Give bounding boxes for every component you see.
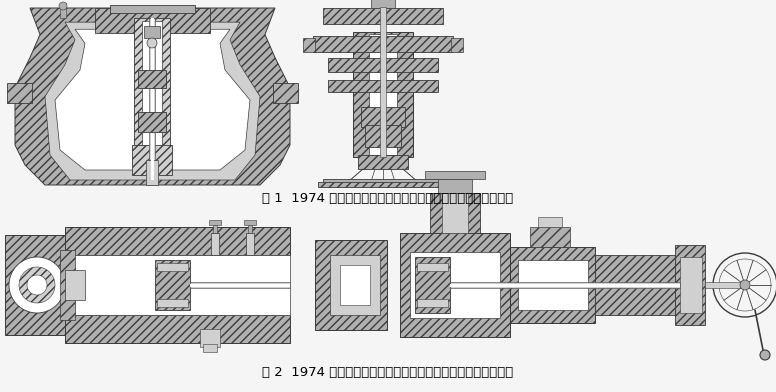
Bar	[190, 282, 290, 288]
Bar	[65, 227, 290, 255]
Bar	[518, 260, 588, 310]
Polygon shape	[45, 22, 260, 180]
Bar	[7, 83, 32, 103]
Bar	[60, 3, 66, 18]
Bar	[415, 257, 450, 313]
Text: 图 1  1974 年之前国产压缩机就已配置的两种固定补助余隙装置: 图 1 1974 年之前国产压缩机就已配置的两种固定补助余隙装置	[262, 192, 514, 205]
Bar	[438, 179, 472, 193]
Bar	[157, 263, 188, 271]
Bar	[138, 112, 166, 132]
Circle shape	[147, 38, 157, 48]
Bar	[595, 255, 675, 315]
Bar	[451, 38, 463, 52]
Bar	[328, 58, 438, 72]
Bar	[155, 260, 190, 310]
Bar	[450, 282, 680, 288]
Bar	[149, 18, 155, 180]
Bar	[380, 7, 386, 157]
Bar	[246, 233, 254, 255]
Polygon shape	[15, 8, 290, 185]
Bar	[273, 83, 298, 103]
Bar	[510, 247, 595, 323]
Bar	[323, 179, 443, 184]
Circle shape	[19, 267, 55, 303]
Bar	[680, 257, 702, 313]
Bar	[361, 107, 405, 127]
Bar	[365, 125, 401, 147]
Bar	[353, 32, 413, 157]
Bar	[371, 0, 395, 8]
Bar	[138, 70, 166, 88]
Bar	[134, 18, 170, 165]
Text: 图 2  1974 年之前国产压缩机就已配置的两种可变补助余隙装置: 图 2 1974 年之前国产压缩机就已配置的两种可变补助余隙装置	[262, 365, 514, 379]
Circle shape	[59, 2, 67, 10]
Bar	[65, 315, 290, 343]
Bar	[442, 193, 468, 233]
Bar	[369, 34, 397, 155]
Bar	[430, 193, 480, 233]
Circle shape	[760, 350, 770, 360]
Bar	[151, 18, 154, 180]
Bar	[358, 155, 408, 169]
Bar	[142, 21, 162, 163]
Bar	[303, 38, 315, 52]
Bar	[417, 299, 448, 307]
Bar	[146, 160, 158, 185]
Bar	[450, 283, 680, 287]
Bar	[95, 8, 210, 33]
Bar	[203, 344, 217, 352]
Bar	[530, 227, 570, 247]
Bar	[318, 182, 448, 187]
Bar	[675, 245, 705, 325]
Polygon shape	[55, 29, 250, 170]
Bar	[340, 265, 370, 305]
Bar	[248, 225, 252, 233]
Bar	[425, 171, 485, 179]
Bar	[190, 283, 290, 287]
Bar	[410, 252, 500, 318]
Bar	[132, 145, 172, 175]
Bar	[213, 225, 217, 233]
Circle shape	[740, 280, 750, 290]
Bar	[315, 240, 387, 330]
Bar	[110, 5, 195, 13]
Bar	[60, 250, 75, 320]
Bar	[400, 233, 510, 337]
Bar	[200, 329, 220, 347]
Bar	[538, 217, 562, 227]
Bar	[209, 220, 221, 225]
Bar	[244, 220, 256, 225]
Bar	[313, 36, 453, 52]
Bar	[705, 282, 740, 288]
Bar	[65, 255, 290, 315]
Bar	[417, 263, 448, 271]
Circle shape	[9, 257, 65, 313]
Bar	[144, 26, 160, 38]
Bar	[323, 8, 443, 24]
Bar	[65, 270, 85, 300]
Bar	[328, 80, 438, 92]
Bar	[211, 233, 219, 255]
Bar	[330, 255, 380, 315]
Circle shape	[27, 275, 47, 295]
Bar	[157, 299, 188, 307]
Bar	[5, 235, 70, 335]
